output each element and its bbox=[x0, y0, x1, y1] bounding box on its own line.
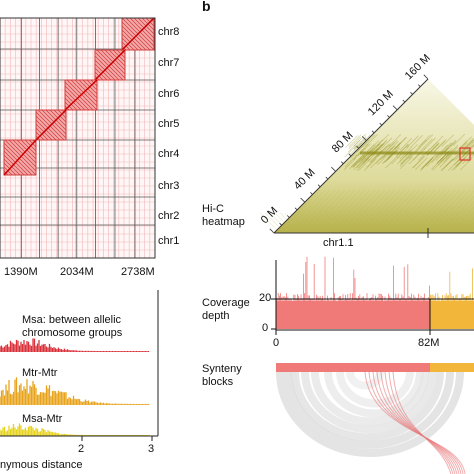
coverage-row-label: Coverage depth bbox=[202, 297, 250, 322]
synteny-bar-chr1 bbox=[276, 363, 430, 372]
ks-label-msa-mtr: Msa-Mtr bbox=[22, 413, 63, 425]
synteny-arc bbox=[291, 371, 444, 442]
chr5-label: chr5 bbox=[158, 118, 180, 130]
chr6-label: chr6 bbox=[158, 88, 180, 100]
hic-chrom-label: chr1.1 bbox=[323, 237, 354, 249]
genome-heatmap bbox=[0, 17, 156, 259]
panel-b-letter: b bbox=[202, 0, 211, 14]
hic-texture bbox=[259, 133, 474, 234]
ks-distribution-plot bbox=[0, 290, 159, 441]
synteny-arc bbox=[284, 371, 454, 449]
coverage-spikes bbox=[276, 256, 474, 301]
synteny-arc-highlight bbox=[388, 371, 454, 474]
cov-y-tick-20: 20 bbox=[259, 292, 272, 304]
ks-label-mtr-mtr: Mtr-Mtr bbox=[22, 367, 58, 379]
hic-triangle-heatmap bbox=[259, 74, 474, 238]
synteny-arc bbox=[311, 371, 429, 426]
synteny-row-label: Synteny blocks bbox=[202, 363, 242, 388]
synteny-arc bbox=[301, 371, 436, 434]
cov-x-tick-82M: 82M bbox=[418, 337, 440, 349]
hic-highlight-box bbox=[459, 147, 471, 161]
chr3-label: chr3 bbox=[158, 180, 180, 192]
coverage-depth-plot bbox=[271, 256, 474, 335]
hic-row-label: Hi-C heatmap bbox=[202, 203, 245, 228]
synteny-arc bbox=[276, 371, 464, 457]
synteny-blocks-plot bbox=[276, 363, 474, 474]
synteny-arc bbox=[346, 371, 384, 390]
x-tick-2034: 2034M bbox=[60, 266, 94, 278]
chr2-label: chr2 bbox=[158, 210, 180, 222]
chr4-label: chr4 bbox=[158, 148, 180, 160]
chr7-label: chr7 bbox=[158, 57, 180, 69]
ks-label-msa: Msa: between allelic chromosome groups bbox=[22, 314, 123, 339]
ks-x-axis-label: nymous distance bbox=[0, 459, 83, 471]
x-tick-2738: 2738M bbox=[121, 266, 155, 278]
coverage-fill-chr2 bbox=[430, 301, 474, 329]
synteny-arcs bbox=[276, 371, 466, 474]
synteny-arc-highlight bbox=[392, 371, 452, 474]
coverage-fill-chr1 bbox=[276, 301, 430, 329]
cov-x-tick-0: 0 bbox=[273, 337, 280, 349]
chr1-label: chr1 bbox=[158, 235, 180, 247]
chr8-label: chr8 bbox=[158, 26, 180, 38]
synteny-arc bbox=[324, 371, 424, 418]
ks-tick-3: 3 bbox=[148, 443, 155, 455]
cov-y-tick-0: 0 bbox=[262, 322, 269, 334]
heatmap-diagonal-blocks bbox=[3, 17, 155, 176]
ks-tick-2: 2 bbox=[78, 443, 85, 455]
hic-diagonal-ticks bbox=[269, 74, 429, 234]
synteny-bar-chr2 bbox=[430, 363, 474, 372]
heatmap-grid bbox=[0, 18, 155, 258]
synteny-arc bbox=[336, 371, 414, 408]
x-tick-1390: 1390M bbox=[4, 266, 38, 278]
